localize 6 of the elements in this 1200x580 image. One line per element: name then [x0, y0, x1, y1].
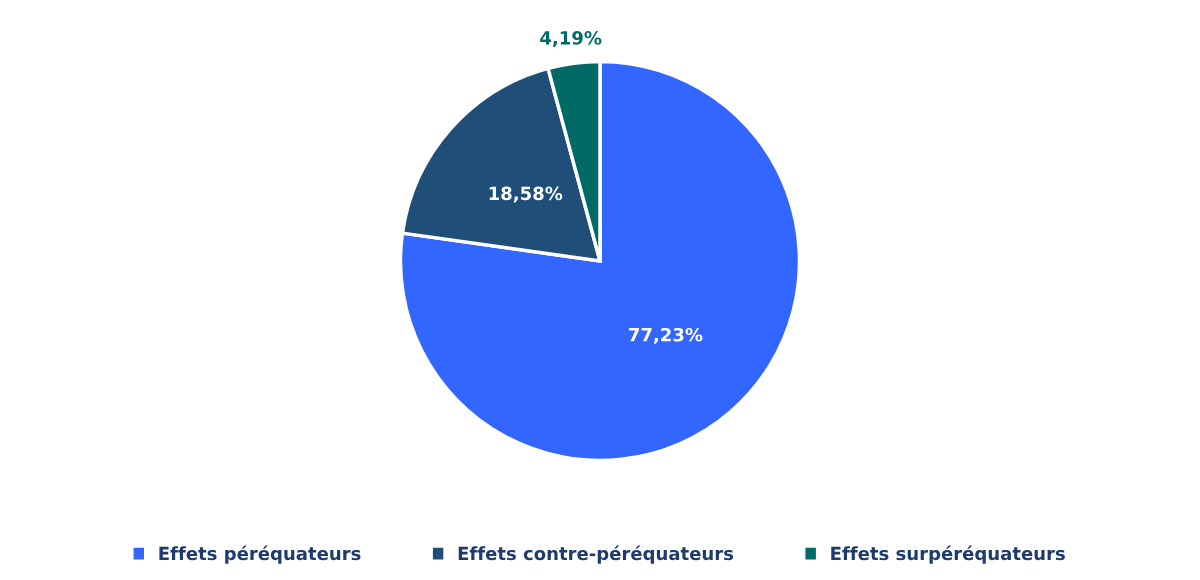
- legend-label: Effets contre-péréquateurs: [458, 545, 734, 564]
- data-label: 4,19%: [540, 31, 602, 48]
- data-label: 77,23%: [629, 327, 703, 344]
- data-label: 18,58%: [489, 186, 563, 203]
- legend-label: Effets péréquateurs: [159, 545, 361, 564]
- legend-label: Effets surpéréquateurs: [831, 545, 1065, 564]
